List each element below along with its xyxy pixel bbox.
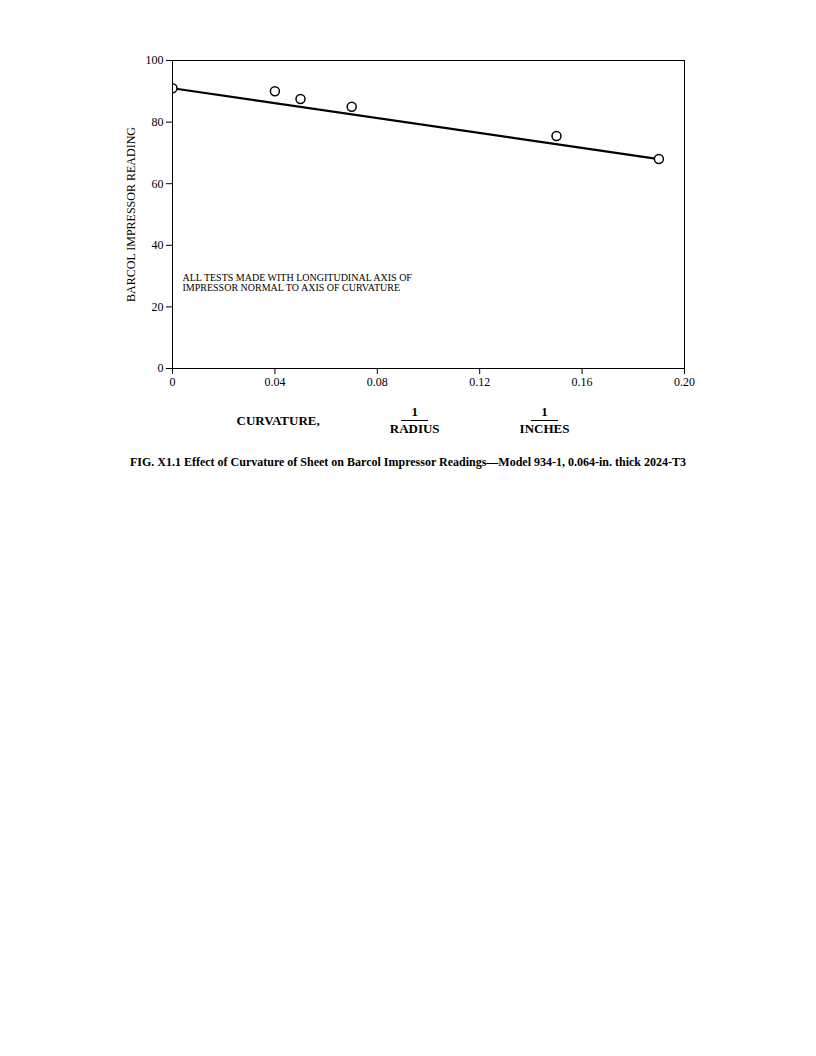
svg-text:0.12: 0.12 xyxy=(469,375,490,389)
svg-text:60: 60 xyxy=(152,177,164,191)
svg-text:BARCOL IMPRESSOR READING: BARCOL IMPRESSOR READING xyxy=(124,127,138,302)
svg-text:20: 20 xyxy=(152,300,164,314)
svg-text:100: 100 xyxy=(146,53,164,67)
html-text:RADIUS: RADIUS xyxy=(389,421,440,436)
html-text:1: 1 xyxy=(541,404,548,419)
html-text:CURVATURE,: CURVATURE, xyxy=(236,412,320,428)
html-text:FIG. X1.1 Effect of Curvature: FIG. X1.1 Effect of Curvature of Sheet o… xyxy=(130,455,686,469)
svg-text:0: 0 xyxy=(170,375,176,389)
svg-text:0.08: 0.08 xyxy=(367,375,388,389)
svg-text:0.16: 0.16 xyxy=(572,375,593,389)
svg-text:ALL TESTS MADE WITH LONGITUDIN: ALL TESTS MADE WITH LONGITUDINAL AXIS OF… xyxy=(183,272,413,293)
svg-text:0: 0 xyxy=(158,361,164,375)
svg-text:0.20: 0.20 xyxy=(674,375,695,389)
svg-text:80: 80 xyxy=(152,115,164,129)
svg-text:40: 40 xyxy=(152,238,164,252)
html-text:INCHES: INCHES xyxy=(519,421,570,436)
html-text:1: 1 xyxy=(411,404,418,419)
svg-text:0.04: 0.04 xyxy=(264,375,285,389)
